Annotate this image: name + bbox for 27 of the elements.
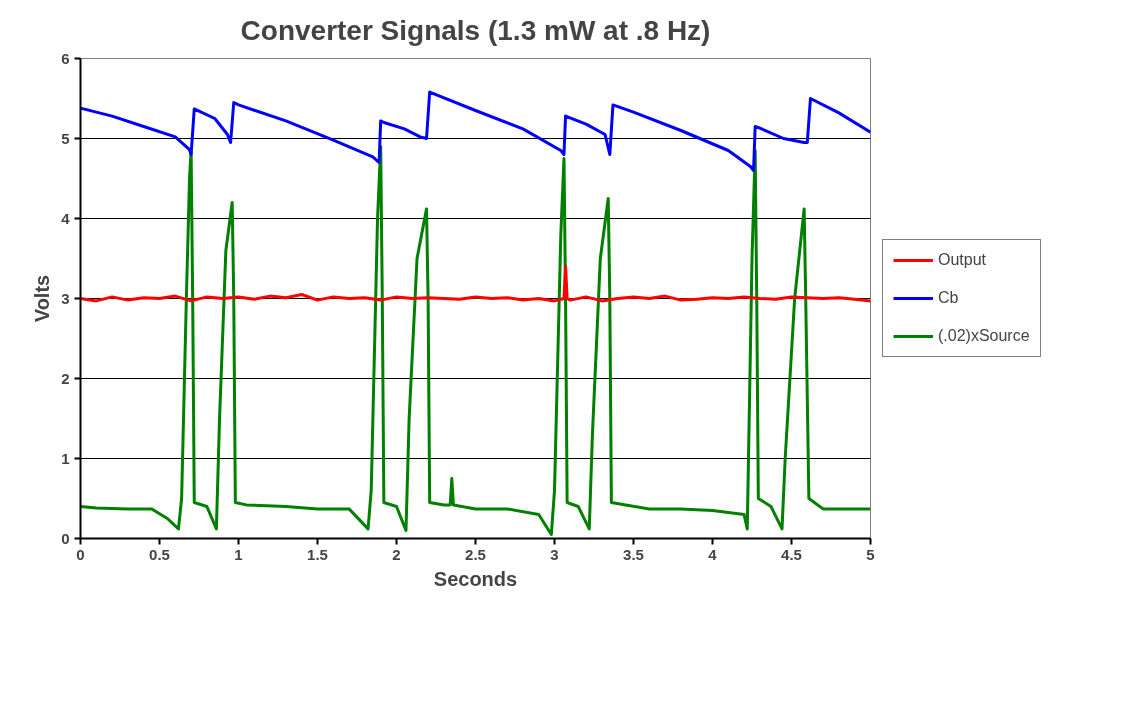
x-tick-label: 3.5 (623, 545, 644, 563)
x-tick-label: 1.5 (307, 545, 328, 563)
line-series (80, 145, 871, 536)
x-tick-label: 1 (234, 545, 243, 563)
x-tick-label: 5 (866, 545, 875, 563)
y-tick-label: 6 (61, 49, 70, 67)
x-tick-label: 3 (550, 545, 559, 563)
y-tick-label: 0 (61, 529, 70, 547)
x-axis-title: Seconds (433, 567, 518, 590)
x-tick-label: 2.5 (465, 545, 486, 563)
legend-label: Cb (938, 289, 959, 307)
y-tick-label: 4 (61, 209, 71, 227)
legend-label: (.02)xSource (938, 327, 1030, 345)
chart-title: Converter Signals (1.3 mW at .8 Hz) (240, 15, 711, 46)
line-series (80, 265, 871, 303)
x-tick-label: 4.5 (781, 545, 802, 563)
y-tick-label: 5 (61, 129, 70, 147)
legend-label: Output (938, 251, 987, 269)
y-tick-label: 2 (61, 369, 70, 387)
x-tick-label: 0.5 (149, 545, 170, 563)
y-tick-label: 1 (61, 449, 70, 467)
line-series (80, 90, 871, 172)
y-tick-label: 3 (61, 289, 70, 307)
x-tick-label: 0 (76, 545, 85, 563)
x-tick-label: 4 (708, 545, 718, 563)
x-tick-label: 2 (392, 545, 401, 563)
y-axis-title: Volts (31, 274, 54, 323)
